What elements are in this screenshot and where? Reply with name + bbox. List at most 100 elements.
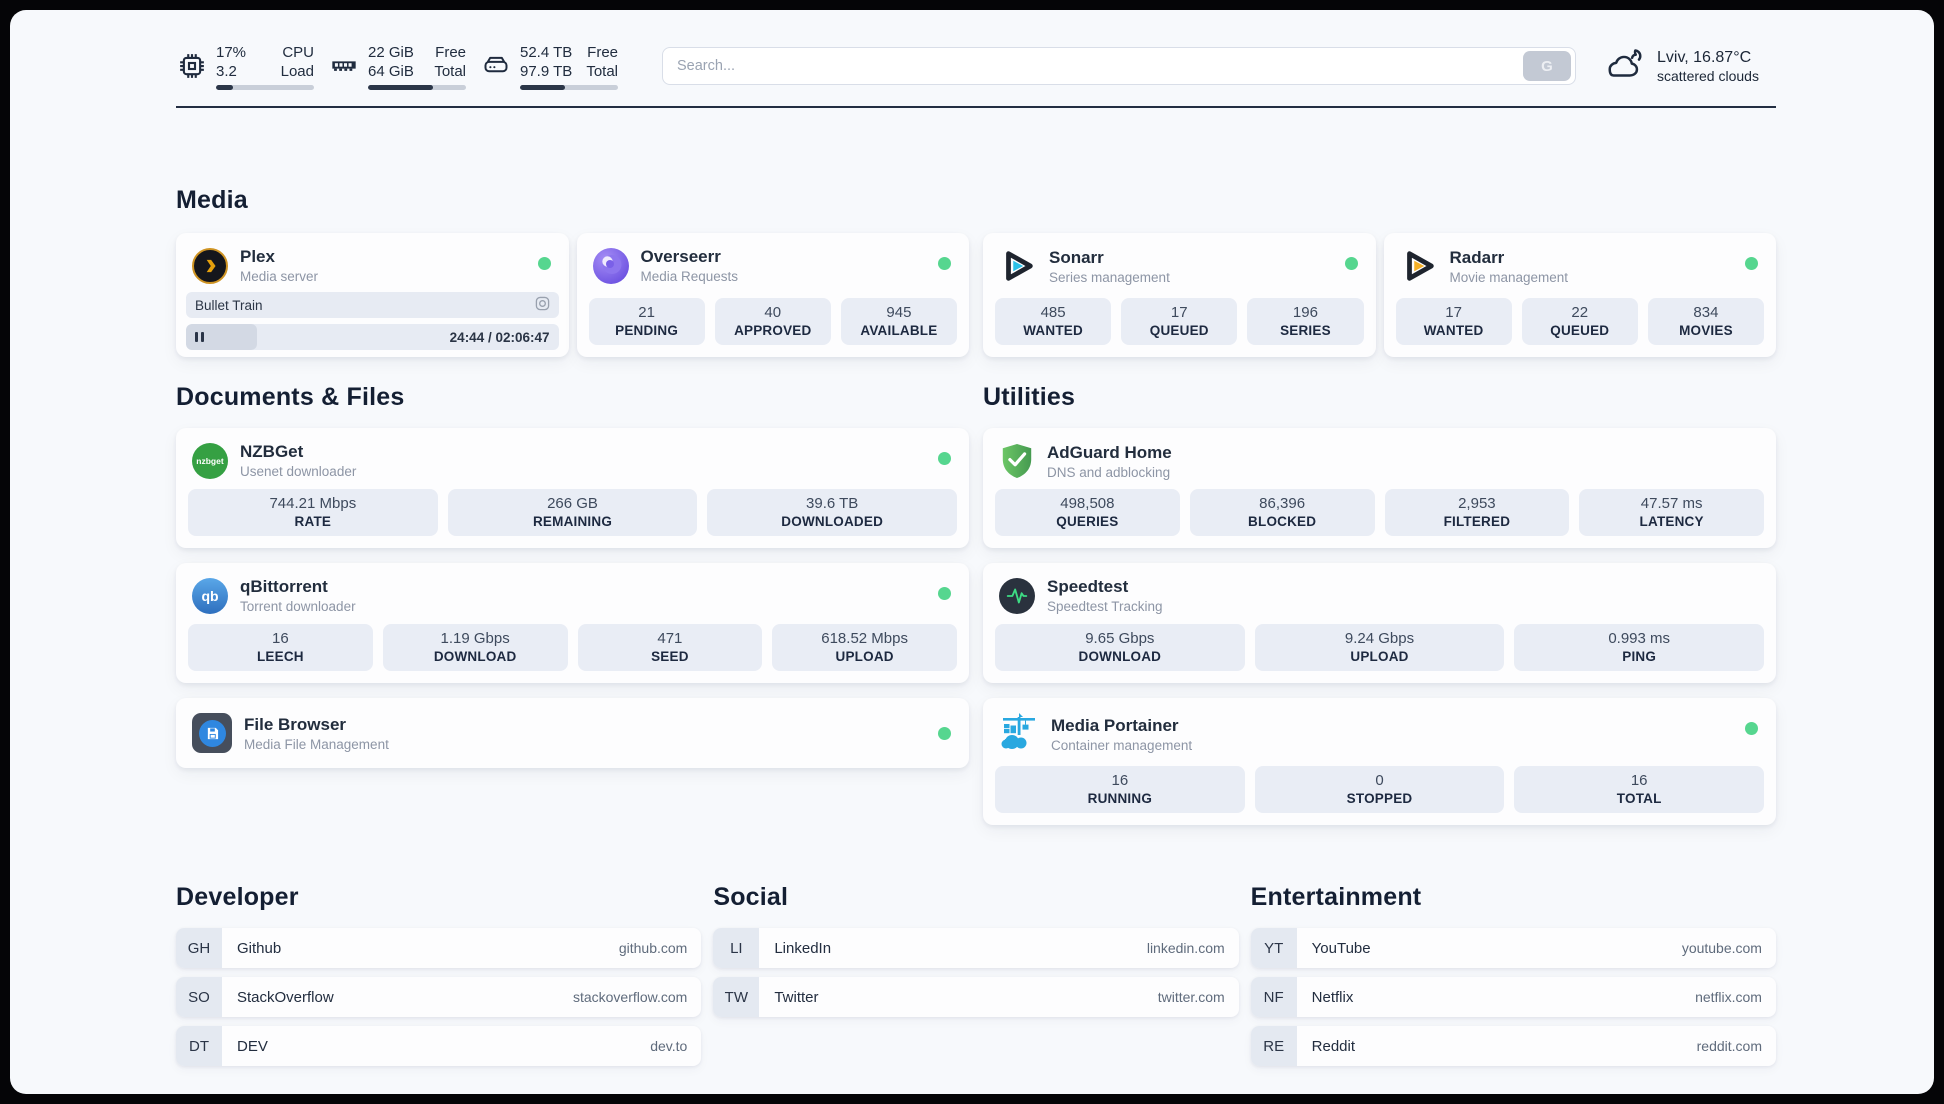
app-card-sonarr[interactable]: Sonarr Series management 485 WANTED 17 Q…	[983, 233, 1376, 357]
app-title: qBittorrent	[240, 577, 328, 596]
app-card-portainer[interactable]: Media Portainer Container management 16 …	[983, 698, 1776, 825]
app-card-qbittorrent[interactable]: qb qBittorrent Torrent downloader 16 LEE…	[176, 563, 969, 683]
app-title: Media Portainer	[1051, 715, 1179, 735]
cpu-icon	[176, 51, 208, 81]
app-subtitle: Media File Management	[244, 736, 389, 752]
bookmark-badge: RE	[1250, 1026, 1297, 1066]
stat-box: 9.65 Gbps DOWNLOAD	[995, 624, 1245, 671]
stat-box: 22 QUEUED	[1521, 298, 1638, 345]
section-title-documents: Documents & Files	[176, 383, 405, 411]
app-title: Speedtest	[1047, 577, 1129, 596]
app-card-overseerr[interactable]: Overseerr Media Requests 21 PENDING 40 A…	[576, 233, 969, 357]
app-title: NZBGet	[240, 442, 304, 461]
stat-box: 16 LEECH	[188, 624, 373, 671]
speedtest-icon	[999, 577, 1035, 614]
bookmark-stackoverflow[interactable]: SO StackOverflow stackoverflow.com	[176, 977, 702, 1017]
status-online-dot	[1745, 257, 1758, 270]
section-title-utilities: Utilities	[983, 383, 1076, 411]
memory-free-value: 22 GiB	[368, 43, 414, 61]
app-title: Plex	[240, 247, 275, 266]
cpu-usage-label: CPU	[282, 43, 314, 61]
bookmark-reddit[interactable]: RE Reddit reddit.com	[1250, 1026, 1776, 1066]
overseerr-icon	[592, 247, 629, 284]
app-subtitle: Torrent downloader	[240, 599, 356, 614]
stat-box: 86,396 BLOCKED	[1189, 489, 1375, 536]
stat-box: 2,953 FILTERED	[1384, 489, 1570, 536]
search-bar: G	[662, 47, 1576, 85]
stat-box: 16 TOTAL	[1514, 766, 1765, 813]
bookmark-badge: YT	[1250, 928, 1297, 968]
stat-box: 39.6 TB DOWNLOADED	[707, 489, 958, 536]
status-online-dot	[1745, 722, 1758, 735]
app-title: Radarr	[1449, 247, 1505, 267]
stat-box: 834 MOVIES	[1647, 298, 1765, 345]
radarr-icon	[1400, 247, 1438, 285]
app-title: Sonarr	[1049, 247, 1104, 267]
cloud-icon	[1604, 47, 1646, 86]
bookmark-netflix[interactable]: NF Netflix netflix.com	[1250, 977, 1776, 1017]
memory-total-value: 64 GiB	[368, 62, 414, 80]
qbittorrent-icon: qb	[192, 577, 228, 614]
bookmark-github[interactable]: GH Github github.com	[176, 928, 702, 968]
stat-box: 9.24 Gbps UPLOAD	[1254, 624, 1505, 671]
now-playing-row: Bullet Train	[186, 292, 559, 318]
stat-box: 266 GB REMAINING	[447, 489, 698, 536]
bookmark-badge: NF	[1250, 977, 1297, 1017]
playback-time: 24:44 / 02:06:47	[449, 329, 550, 345]
status-online-dot	[938, 452, 951, 465]
stat-box: 47.57 ms LATENCY	[1579, 489, 1764, 536]
weather-widget: Lviv, 16.87°C scattered clouds	[1604, 47, 1776, 86]
stat-box: 16 RUNNING	[995, 766, 1245, 813]
app-card-speedtest[interactable]: Speedtest Speedtest Tracking 9.65 Gbps D…	[983, 563, 1776, 683]
status-online-dot	[938, 587, 951, 600]
status-online-dot	[938, 257, 951, 270]
section-title-media: Media	[176, 186, 248, 214]
bookmark-twitter[interactable]: TW Twitter twitter.com	[713, 977, 1239, 1017]
disk-icon	[480, 52, 512, 80]
cpu-load-label: Load	[280, 62, 314, 80]
now-playing-title: Bullet Train	[195, 297, 263, 313]
pause-button[interactable]	[195, 332, 204, 342]
app-card-plex[interactable]: Plex Media server Bullet Train	[176, 233, 569, 357]
app-title: AdGuard Home	[1047, 442, 1172, 462]
app-title: File Browser	[244, 714, 347, 734]
memory-free-label: Free	[435, 43, 466, 61]
cpu-progress-bar	[216, 84, 314, 90]
app-card-radarr[interactable]: Radarr Movie management 17 WANTED 22 QUE…	[1383, 233, 1776, 357]
bookmark-badge: TW	[713, 977, 760, 1017]
stat-box: 744.21 Mbps RATE	[188, 489, 438, 536]
stat-box: 40 APPROVED	[714, 298, 831, 345]
search-engine-button[interactable]: G	[1523, 51, 1571, 81]
weather-condition: scattered clouds	[1657, 67, 1759, 84]
app-card-nzbget[interactable]: nzbget NZBGet Usenet downloader 744.21 M…	[176, 428, 969, 548]
disk-total-value: 97.9 TB	[520, 62, 573, 80]
status-online-dot	[537, 257, 551, 270]
app-subtitle: Media server	[240, 269, 319, 284]
bookmark-dev[interactable]: DT DEV dev.to	[176, 1026, 702, 1066]
section-title-developer: Developer	[176, 883, 299, 911]
disk-free-value: 52.4 TB	[520, 43, 573, 61]
app-subtitle: Series management	[1049, 269, 1170, 285]
bookmark-youtube[interactable]: YT YouTube youtube.com	[1250, 928, 1776, 968]
weather-location-temp: Lviv, 16.87°C	[1657, 48, 1752, 66]
section-title-social: Social	[713, 883, 789, 911]
app-subtitle: Media Requests	[640, 269, 739, 284]
playback-progress: 24:44 / 02:06:47	[186, 324, 559, 350]
adguard-icon	[999, 442, 1035, 480]
filebrowser-icon	[192, 713, 232, 753]
stat-box: 17 QUEUED	[1121, 298, 1238, 345]
session-target-icon	[535, 296, 550, 314]
stat-box: 0.993 ms PING	[1514, 624, 1765, 671]
search-input[interactable]	[677, 58, 1523, 74]
memory-progress-bar	[368, 84, 466, 90]
app-subtitle: Speedtest Tracking	[1047, 599, 1163, 614]
disk-free-label: Free	[587, 43, 618, 61]
topbar-divider	[176, 106, 1776, 108]
stat-box: 0 STOPPED	[1254, 766, 1505, 813]
app-card-adguard[interactable]: AdGuard Home DNS and adblocking 498,508 …	[983, 428, 1776, 548]
ram-icon	[328, 52, 360, 80]
bookmark-linkedin[interactable]: LI LinkedIn linkedin.com	[713, 928, 1239, 968]
app-card-filebrowser[interactable]: File Browser Media File Management	[176, 698, 969, 768]
topbar: 17% 3.2 CPU Load	[176, 40, 1776, 92]
